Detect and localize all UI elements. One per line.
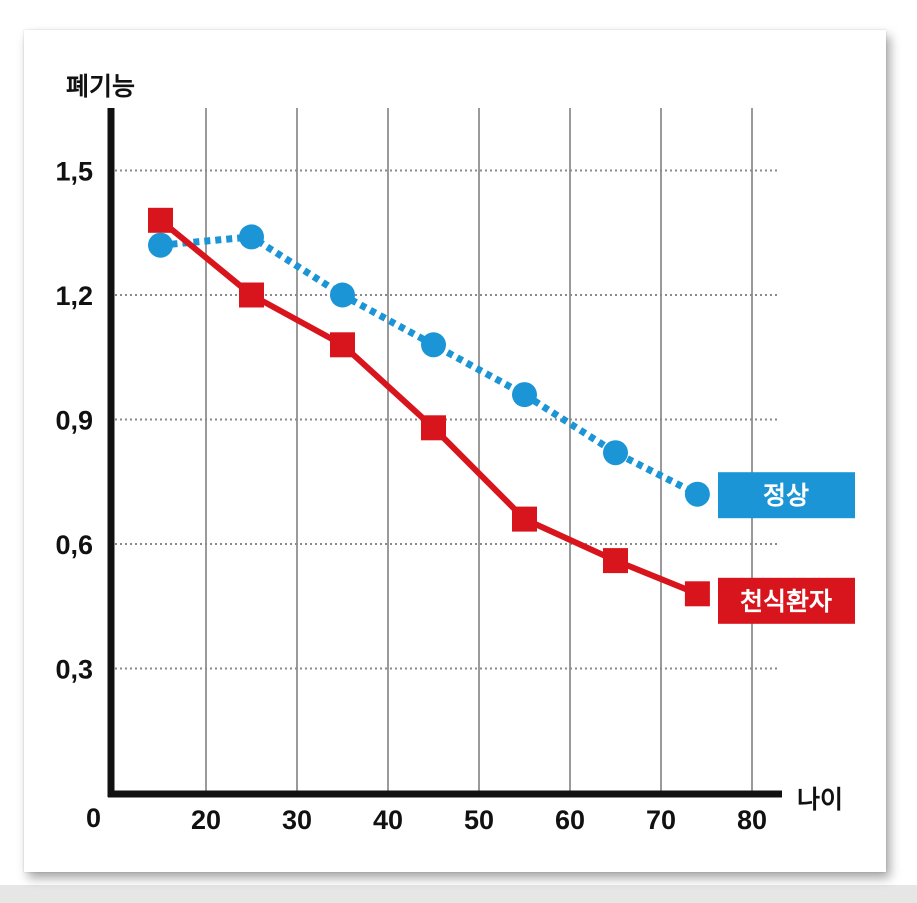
x-tick-label-70: 70 [646,805,676,835]
series-layer [148,207,710,607]
series-1-point-3 [421,415,446,441]
legend-box-1 [718,577,855,624]
legend-label-0: 정상 [763,481,809,510]
y-tick-label-3: 1,2 [55,281,93,311]
y-axis-title: 폐기능 [66,72,135,101]
y-tick-label-4: 1,5 [55,157,93,187]
origin-label: 0 [86,803,101,833]
x-tick-label-30: 30 [282,805,312,835]
series-1-point-0 [148,207,173,233]
grid-layer [115,108,780,793]
legend-box-0 [718,472,855,519]
legend-label-1: 천식환자 [740,587,832,616]
axes-layer: 폐기능 나이 0 20 30 40 50 60 70 80 0,3 0,6 0,9 1,2 1,5 [55,72,843,835]
series-0-point-4 [512,382,537,408]
x-tick-label-80: 80 [737,805,767,835]
x-tick-label-40: 40 [373,805,403,835]
series-1-point-5 [603,548,628,574]
series-0-point-2 [330,282,355,308]
x-tick-label-60: 60 [555,805,585,835]
series-0-point-6 [684,481,710,507]
x-tick-label-20: 20 [191,805,221,835]
series-1-point-1 [239,282,264,308]
bottom-strip [0,885,917,903]
series-0-point-5 [603,440,628,466]
y-tick-label-0: 0,3 [55,655,93,685]
series-1-point-2 [330,332,355,358]
y-tick-label-2: 0,9 [55,406,93,436]
series-line-1 [158,217,699,597]
series-0-point-3 [421,332,446,358]
x-axis-title: 나이 [797,785,843,814]
x-tick-label-50: 50 [464,805,494,835]
series-1-point-6 [684,581,710,607]
series-1-point-4 [512,506,537,532]
y-tick-label-1: 0,6 [55,530,93,560]
series-0-point-1 [239,224,264,250]
series-0-point-0 [148,232,173,258]
